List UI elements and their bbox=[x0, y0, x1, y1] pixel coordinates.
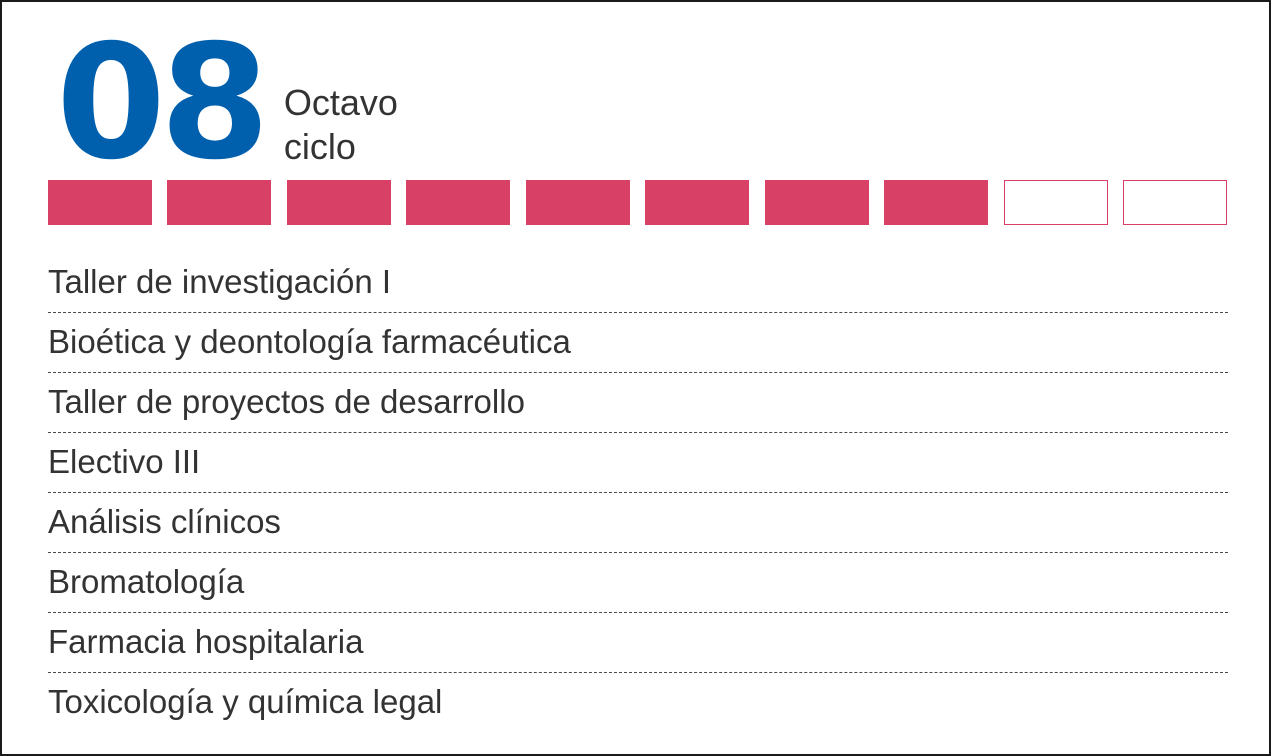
course-item: Taller de proyectos de desarrollo bbox=[48, 372, 1228, 432]
course-item: Farmacia hospitalaria bbox=[48, 612, 1228, 672]
progress-segment-filled bbox=[167, 180, 272, 225]
course-item: Bioética y deontología farmacéutica bbox=[48, 312, 1228, 372]
course-item: Bromatología bbox=[48, 552, 1228, 612]
cycle-header: 08 Octavo ciclo bbox=[56, 24, 398, 182]
progress-segment-filled bbox=[764, 180, 869, 225]
progress-segment-filled bbox=[48, 180, 152, 225]
cycle-label: Octavo ciclo bbox=[284, 81, 398, 169]
progress-segment-filled bbox=[286, 180, 391, 225]
progress-segment-filled bbox=[525, 180, 630, 225]
course-list: Taller de investigación I Bioética y deo… bbox=[48, 252, 1228, 732]
cycle-label-line2: ciclo bbox=[283, 126, 356, 167]
progress-segment-empty bbox=[1123, 180, 1227, 225]
progress-segment-filled bbox=[884, 180, 989, 225]
progress-segment-filled bbox=[406, 180, 511, 225]
course-item: Análisis clínicos bbox=[48, 492, 1228, 552]
course-item: Electivo III bbox=[48, 432, 1228, 492]
cycle-number: 08 bbox=[56, 11, 270, 195]
course-item: Toxicología y química legal bbox=[48, 672, 1228, 732]
progress-segment-filled bbox=[645, 180, 750, 225]
cycle-label-line1: Octavo bbox=[283, 82, 398, 123]
progress-segment-empty bbox=[1003, 180, 1108, 225]
cycle-progress-bar bbox=[48, 180, 1227, 225]
course-item: Taller de investigación I bbox=[48, 263, 392, 300]
